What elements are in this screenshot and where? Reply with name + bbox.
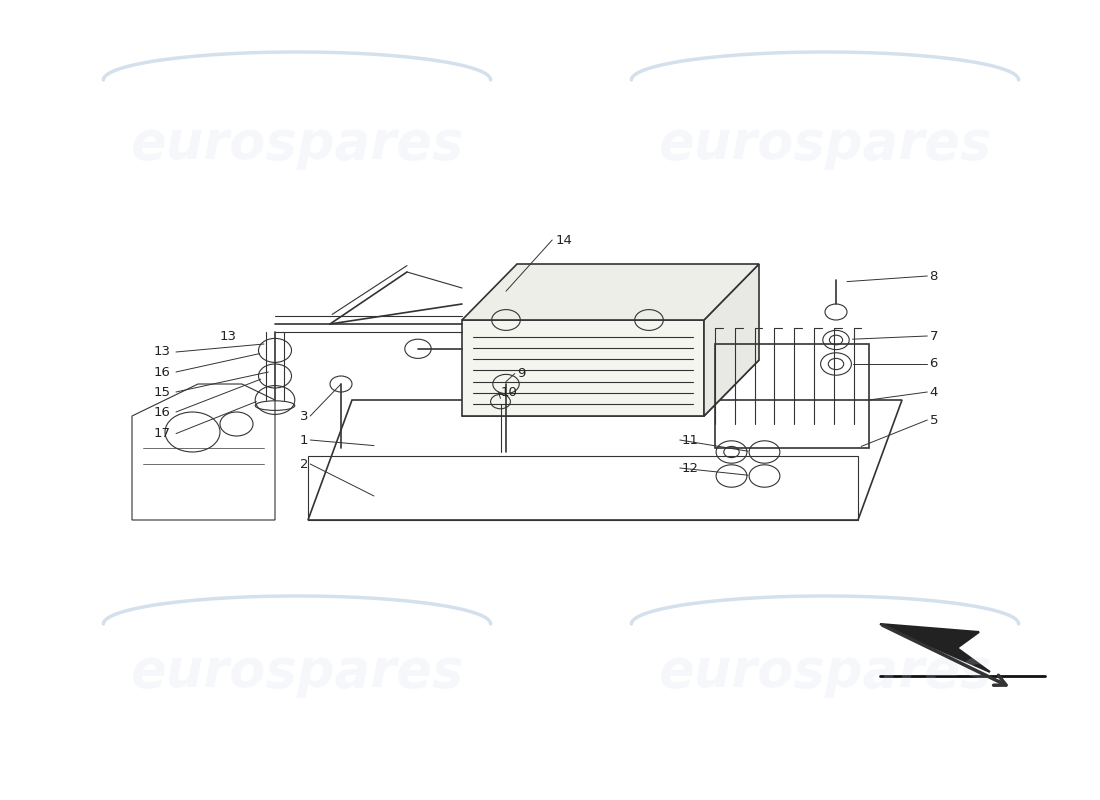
Polygon shape: [462, 264, 759, 320]
Text: 13: 13: [154, 346, 170, 358]
Text: 5: 5: [930, 414, 938, 426]
Text: eurospares: eurospares: [658, 646, 992, 698]
Text: 11: 11: [682, 434, 698, 446]
Text: eurospares: eurospares: [130, 646, 464, 698]
Text: 3: 3: [299, 410, 308, 422]
Text: 1: 1: [299, 434, 308, 446]
Text: 15: 15: [154, 386, 170, 398]
Text: 14: 14: [556, 234, 572, 246]
Polygon shape: [704, 264, 759, 416]
Text: 12: 12: [682, 462, 698, 474]
Text: eurospares: eurospares: [130, 118, 464, 170]
Text: 16: 16: [154, 366, 170, 378]
Text: 17: 17: [154, 427, 170, 440]
Text: 10: 10: [500, 386, 517, 398]
Polygon shape: [880, 624, 990, 672]
Text: 4: 4: [930, 386, 938, 398]
Text: 6: 6: [930, 358, 938, 370]
Text: 2: 2: [299, 458, 308, 470]
Text: eurospares: eurospares: [658, 118, 992, 170]
Text: 13: 13: [220, 330, 236, 342]
Text: 8: 8: [930, 270, 938, 282]
Text: 9: 9: [517, 367, 526, 380]
Text: 16: 16: [154, 406, 170, 418]
Text: 7: 7: [930, 330, 938, 342]
Polygon shape: [462, 320, 704, 416]
